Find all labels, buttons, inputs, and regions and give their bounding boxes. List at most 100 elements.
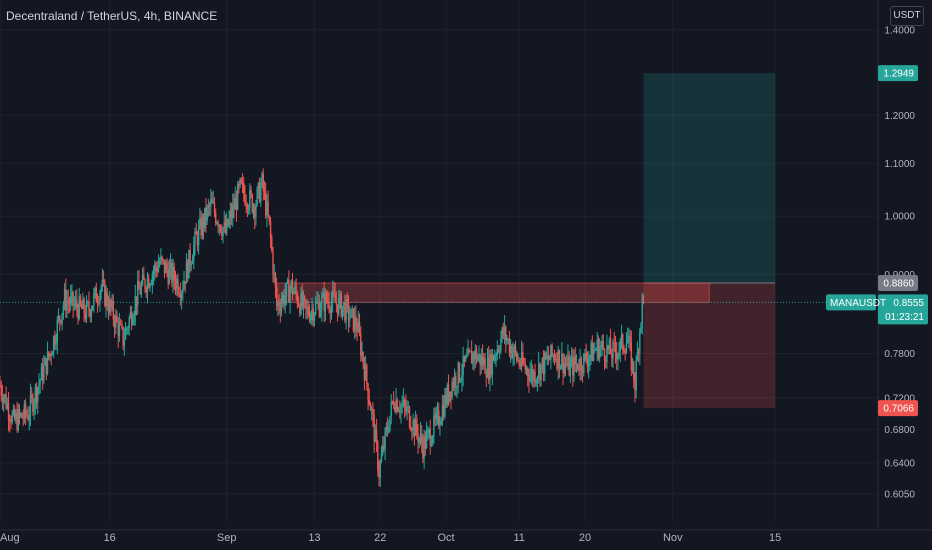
candle-body: [379, 461, 381, 478]
candle-body: [500, 338, 502, 351]
candle-body: [151, 274, 154, 284]
stop-zone[interactable]: [643, 283, 776, 409]
time-tick-label: 11: [513, 532, 524, 544]
candle-body: [449, 391, 451, 401]
candle-body: [374, 429, 377, 443]
target-price-tag[interactable]: 1.2949: [878, 65, 918, 82]
candle-body: [335, 302, 338, 305]
candle-body: [498, 350, 501, 352]
candle-body: [622, 334, 624, 351]
candle-body: [548, 359, 551, 361]
candle-body: [477, 357, 479, 361]
candle-body: [399, 410, 401, 413]
candle-body: [56, 319, 58, 343]
candle-body: [317, 302, 319, 304]
candle-body: [609, 339, 612, 355]
candle-body: [194, 231, 196, 245]
candle-body: [529, 373, 531, 382]
candle-body: [295, 286, 297, 295]
target-zone[interactable]: [643, 73, 776, 284]
candle-body: [503, 327, 506, 335]
candle-body: [12, 409, 15, 414]
candle-body: [405, 405, 407, 412]
candle-body: [119, 324, 122, 326]
candle-body: [149, 284, 151, 288]
candle-body: [158, 262, 161, 265]
candle-body: [200, 218, 202, 236]
candle-body: [527, 368, 529, 376]
target-price-tag-bg: [878, 65, 918, 82]
candle-body: [262, 173, 264, 191]
candle-body: [440, 421, 442, 425]
candle-body: [522, 352, 524, 364]
candle-body: [486, 357, 489, 378]
candle-body: [434, 415, 436, 420]
candle-body: [552, 354, 555, 356]
candle-body: [202, 217, 205, 228]
candle-body: [91, 305, 94, 311]
candle-body: [617, 354, 619, 360]
candle-body: [469, 351, 472, 353]
candle-body: [94, 287, 96, 294]
price-tick-label: 0.6050: [884, 490, 915, 501]
candle-body: [590, 342, 592, 356]
stop-price-tag[interactable]: 0.7066: [878, 400, 918, 417]
candle-body: [60, 320, 62, 323]
candle-body: [133, 314, 135, 321]
candle-body: [350, 308, 352, 318]
candle-body: [635, 360, 637, 391]
candle-body: [488, 357, 490, 380]
last-price-tag[interactable]: 0.8555 01:23:21: [878, 294, 928, 325]
candle-body: [219, 225, 222, 232]
candle-body: [394, 405, 396, 412]
candle-body: [251, 194, 253, 212]
candle-body: [452, 382, 455, 388]
candle-body: [289, 289, 291, 303]
candle-body: [450, 391, 452, 398]
candle-body: [328, 301, 330, 310]
candle-body: [322, 293, 324, 298]
price-tick-label: 0.7800: [884, 349, 915, 360]
candle-body: [239, 178, 241, 186]
candle-body: [605, 359, 607, 362]
resistance-zone[interactable]: [277, 282, 710, 303]
time-tick-label: Oct: [438, 532, 455, 544]
candle-body: [514, 346, 517, 353]
chart-title[interactable]: Decentraland / TetherUS, 4h, BINANCE: [6, 9, 218, 23]
candle-body: [169, 262, 172, 269]
candle-body: [283, 294, 285, 305]
candle-body: [442, 405, 445, 417]
candle-body: [524, 364, 526, 370]
candle-body: [566, 364, 568, 366]
candle-body: [63, 289, 66, 306]
candle-body: [546, 355, 548, 359]
candle-body: [474, 349, 477, 360]
candle-body: [249, 189, 251, 208]
candle-body: [38, 383, 40, 388]
candle-body: [481, 355, 484, 366]
candle-body: [455, 375, 457, 388]
candle-body: [243, 183, 245, 194]
candle-body: [138, 280, 140, 290]
candle-body: [282, 294, 284, 302]
candle-body: [230, 210, 233, 218]
candle-body: [603, 349, 606, 360]
symbol-tag[interactable]: MANAUSDT: [826, 294, 886, 311]
entry-price-tag[interactable]: 0.8860: [878, 275, 918, 292]
candle-body: [190, 263, 193, 266]
candle-body: [435, 412, 438, 420]
candle-body: [463, 355, 466, 362]
candle-body: [380, 454, 383, 462]
candle-body: [267, 201, 269, 216]
candle-body: [413, 419, 416, 436]
candle-body: [221, 231, 223, 237]
candle-body: [112, 301, 115, 320]
candle-body: [513, 346, 516, 354]
candle-body: [321, 297, 323, 310]
currency-label[interactable]: USDT: [890, 6, 924, 26]
price-axis[interactable]: 1.40001.20001.10001.00000.90000.78000.72…: [877, 0, 932, 530]
time-axis[interactable]: Aug 16 Sep 13 22 Oct 11 20 Nov 15: [0, 529, 932, 544]
candle-body: [196, 234, 199, 246]
candle-body: [163, 259, 166, 273]
